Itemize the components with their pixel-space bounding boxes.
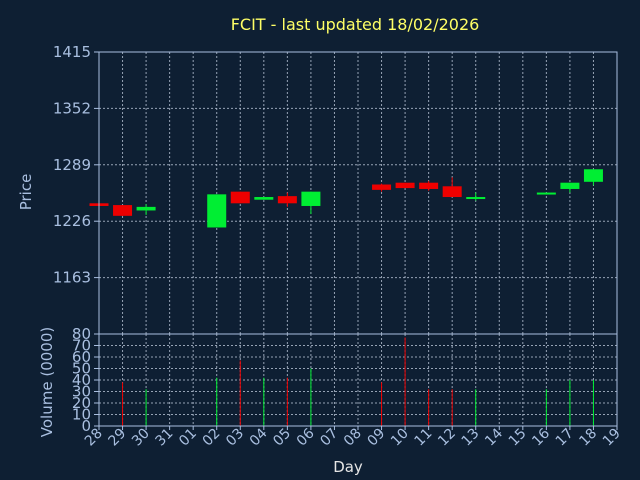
candle-body — [207, 194, 227, 228]
volume-tick-label: 70 — [72, 337, 91, 355]
day-tick-label: 30 — [129, 426, 153, 450]
grid-lines — [99, 52, 617, 426]
price-tick-label: 1352 — [53, 99, 91, 117]
day-tick-label: 18 — [576, 426, 600, 450]
day-tick-label: 17 — [553, 426, 577, 450]
candle-body — [560, 182, 580, 189]
volume-tick-label: 60 — [72, 348, 91, 366]
day-tick-label: 07 — [317, 426, 341, 450]
volume-tick-label: 50 — [72, 360, 91, 378]
day-tick-label: 12 — [435, 426, 459, 450]
day-tick-label: 15 — [506, 426, 530, 450]
volume-panel-frame — [98, 333, 618, 427]
volume-tick-label: 30 — [72, 383, 91, 401]
day-tick-label: 31 — [153, 426, 177, 450]
day-tick-label: 29 — [105, 426, 129, 450]
chart-title: FCIT - last updated 18/02/2026 — [231, 15, 480, 34]
candle-body — [136, 206, 156, 211]
candle-body — [395, 182, 415, 189]
price-tick-label: 1226 — [53, 212, 91, 230]
x-axis-label: Day — [333, 458, 363, 476]
candle-body — [230, 191, 250, 204]
price-candles — [89, 169, 603, 228]
price-tick-label: 1415 — [53, 43, 91, 61]
volume-tick-label: 40 — [72, 371, 91, 389]
candle-body — [301, 191, 321, 206]
day-tick-label: 08 — [341, 426, 365, 450]
price-tick-label: 1163 — [53, 269, 91, 287]
day-tick-label: 01 — [176, 426, 200, 450]
day-tick-label: 03 — [223, 426, 247, 450]
day-tick-labels: 28 29 30 31 01 02 03 04 05 06 07 08 09 10 11 12 13 14 15 16… — [82, 425, 624, 449]
day-tick-label: 05 — [270, 426, 294, 450]
candle-body — [466, 197, 486, 200]
day-tick-label: 16 — [529, 425, 553, 449]
candle-body — [536, 192, 556, 195]
day-tick-label: 04 — [247, 425, 271, 449]
candle-body — [372, 184, 392, 190]
day-tick-label: 09 — [364, 426, 388, 450]
candle-body — [419, 182, 439, 189]
candle-body — [254, 197, 274, 200]
volume-axis-label: Volume (0000) — [38, 327, 56, 437]
candle-body — [277, 196, 297, 204]
candle-body — [583, 169, 603, 182]
candle-body — [113, 205, 133, 216]
day-tick-label: 19 — [600, 426, 624, 450]
day-tick-label: 06 — [294, 425, 318, 449]
day-tick-label: 02 — [200, 426, 224, 450]
volume-tick-label: 0 — [81, 417, 91, 435]
price-tick-label: 1289 — [53, 156, 91, 174]
price-tick-labels: 1415 1352 1289 1226 1163 — [53, 43, 99, 287]
day-tick-label: 13 — [459, 426, 483, 450]
volume-bars — [122, 337, 594, 426]
day-tick-label: 11 — [412, 426, 436, 450]
volume-tick-label: 10 — [72, 406, 91, 424]
day-tick-label: 10 — [388, 426, 412, 450]
day-tick-label: 14 — [482, 425, 506, 449]
candle-body — [442, 186, 462, 198]
volume-tick-label: 20 — [72, 394, 91, 412]
price-axis-label: Price — [17, 174, 35, 211]
volume-tick-label: 80 — [72, 325, 91, 343]
